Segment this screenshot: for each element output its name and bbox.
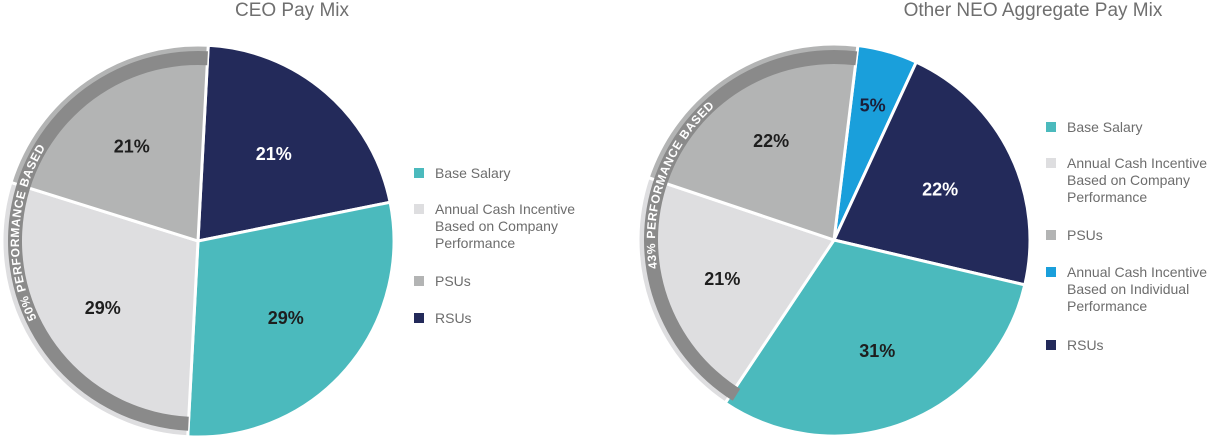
- legend-ceo: Base Salary Annual Cash Incentive Based o…: [414, 165, 614, 335]
- slice-value-label: 22%: [922, 179, 958, 199]
- legend-label: Annual Cash Incentive Based on Company P…: [435, 201, 576, 251]
- legend-swatch: [1046, 267, 1056, 277]
- legend-item: Annual Cash Incentive Based on Individua…: [1046, 264, 1222, 315]
- slice-base-salary: [186, 200, 396, 438]
- legend-swatch: [414, 276, 424, 286]
- legend-item: Annual Cash Incentive Based on Company P…: [414, 201, 604, 252]
- slice-rsus: [831, 60, 1032, 287]
- legend-label: RSUs: [435, 310, 472, 326]
- legend-item: Base Salary: [414, 165, 604, 182]
- legend-swatch: [1046, 122, 1056, 132]
- legend-label: RSUs: [1067, 337, 1104, 353]
- slice-psus: [646, 42, 860, 243]
- legend-swatch: [1046, 230, 1056, 240]
- slice-annual-cash-incentive-based-on-company-performance: [0, 180, 200, 438]
- slice-value-label: 21%: [704, 269, 740, 289]
- slice-value-label: 21%: [256, 144, 292, 164]
- chart-title-ceo: CEO Pay Mix: [234, 0, 350, 21]
- legend-neo: Base Salary Annual Cash Incentive Based o…: [1046, 119, 1222, 359]
- legend-item: PSUs: [414, 273, 604, 290]
- pie-neo: 5%22%31%21%22%43% PERFORMANCE BASED: [636, 42, 1032, 438]
- pie-ceo: 21%29%29%21%50% PERFORMANCE BASED: [0, 43, 396, 438]
- slice-value-label: 22%: [753, 131, 789, 151]
- slice-rsus: [196, 43, 392, 243]
- legend-label: Annual Cash Incentive Based on Company P…: [1067, 155, 1208, 205]
- slice-value-label: 5%: [860, 95, 886, 115]
- legend-swatch: [414, 313, 424, 323]
- legend-label: Base Salary: [435, 165, 511, 181]
- legend-label: Base Salary: [1067, 119, 1143, 135]
- legend-item: RSUs: [1046, 337, 1222, 354]
- legend-swatch: [1046, 158, 1056, 168]
- slice-value-label: 29%: [268, 308, 304, 328]
- chart-title-neo: Other NEO Aggregate Pay Mix: [903, 0, 1163, 21]
- slice-value-label: 29%: [85, 298, 121, 318]
- legend-swatch: [414, 204, 424, 214]
- legend-label: PSUs: [435, 273, 471, 289]
- legend-label: PSUs: [1067, 227, 1103, 243]
- legend-swatch: [414, 168, 424, 178]
- legend-swatch: [1046, 340, 1056, 350]
- legend-item: Base Salary: [1046, 119, 1222, 136]
- slice-value-label: 21%: [114, 137, 150, 157]
- slice-base-salary: [723, 238, 1027, 438]
- slice-psus: [9, 43, 210, 244]
- slice-value-label: 31%: [859, 341, 895, 361]
- legend-item: Annual Cash Incentive Based on Company P…: [1046, 155, 1222, 206]
- legend-item: RSUs: [414, 310, 604, 327]
- legend-item: PSUs: [1046, 227, 1222, 244]
- legend-label: Annual Cash Incentive Based on Individua…: [1067, 264, 1208, 314]
